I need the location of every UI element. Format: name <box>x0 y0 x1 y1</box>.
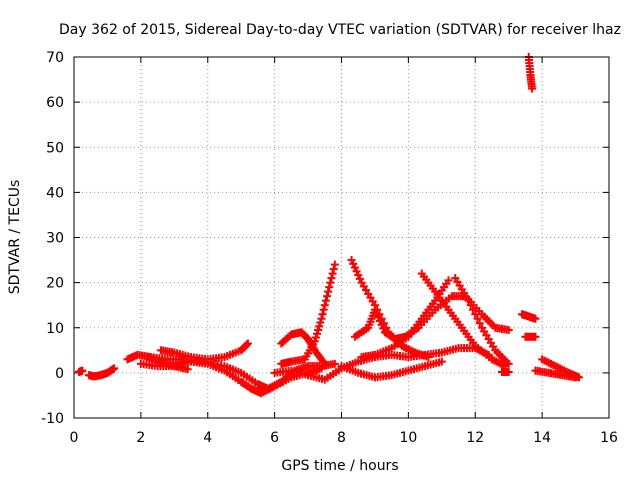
x-tick-label: 16 <box>600 430 618 446</box>
grid <box>74 57 609 418</box>
data-point <box>330 359 339 368</box>
y-tick-label: 70 <box>46 50 64 66</box>
data-point <box>330 260 339 269</box>
data-point <box>531 332 540 341</box>
series-arc-16 <box>498 367 513 376</box>
data-point <box>571 373 580 382</box>
data-point <box>243 339 252 348</box>
x-tick-label: 8 <box>337 430 346 446</box>
y-tick-label: 20 <box>46 276 64 292</box>
series-arc-21 <box>531 366 580 382</box>
data-point <box>424 353 433 362</box>
data-point <box>315 322 324 331</box>
series-arc-14 <box>451 274 513 368</box>
series-arc-06 <box>143 353 192 374</box>
data-point <box>321 296 330 305</box>
data-point <box>318 310 327 319</box>
data-point <box>319 305 328 314</box>
data-point <box>328 269 337 278</box>
data-point <box>316 318 325 327</box>
plot-frame <box>73 56 610 419</box>
x-tick-label: 0 <box>70 430 79 446</box>
series-arc-17 <box>518 310 540 323</box>
data-point <box>242 340 251 349</box>
data-point <box>327 274 336 283</box>
series-arc-10 <box>347 256 433 362</box>
data-point <box>475 319 484 328</box>
x-tick-label: 14 <box>533 430 551 446</box>
data-point <box>466 301 475 310</box>
data-point <box>310 337 319 346</box>
x-tick-label: 10 <box>399 430 417 446</box>
x-tick-label: 6 <box>270 430 279 446</box>
data-point <box>444 276 453 285</box>
series-arc-05 <box>156 339 252 364</box>
data-point <box>320 301 329 310</box>
series-arc-04 <box>136 357 326 398</box>
data-point <box>317 364 326 373</box>
y-tick-label: -10 <box>41 411 64 427</box>
x-tick-label: 4 <box>203 430 212 446</box>
data-point <box>183 365 192 374</box>
y-tick-label: 10 <box>46 321 64 337</box>
data-point <box>471 310 480 319</box>
data-point <box>329 265 338 274</box>
data-point <box>324 287 333 296</box>
series-arc-15 <box>337 357 446 382</box>
y-tick-label: 0 <box>55 366 64 382</box>
data-point <box>325 283 334 292</box>
data-point <box>323 292 332 301</box>
data-point <box>473 314 482 323</box>
chart-title: Day 362 of 2015, Sidereal Day-to-day VTE… <box>59 22 621 38</box>
data-point <box>320 359 329 368</box>
data-point <box>312 329 321 338</box>
data-point <box>504 326 513 335</box>
series-arc-08 <box>277 260 339 368</box>
data-point <box>531 314 540 323</box>
y-tick-label: 60 <box>46 95 64 111</box>
data-point <box>311 333 320 342</box>
data-point <box>110 364 119 373</box>
data-point <box>469 305 478 314</box>
data-point <box>504 359 513 368</box>
data-point <box>528 84 537 93</box>
data-point <box>504 367 513 376</box>
series-arc-18 <box>521 332 540 341</box>
data-point <box>317 314 326 323</box>
axes: 0 2 4 6 8 10 12 14 16 -10 0 10 20 30 40 50 60 70 <box>41 50 618 446</box>
y-tick-label: 40 <box>46 185 64 201</box>
data-point <box>464 296 473 305</box>
data-point <box>78 366 87 375</box>
data-point <box>314 326 323 335</box>
x-tick-label: 12 <box>466 430 484 446</box>
y-tick-label: 30 <box>46 231 64 247</box>
y-tick-label: 50 <box>46 140 64 156</box>
x-axis-label: GPS time / hours <box>281 458 398 474</box>
series-arc-02 <box>85 364 119 381</box>
data-point <box>437 357 446 366</box>
series-arc-01 <box>75 366 87 376</box>
x-tick-label: 2 <box>136 430 145 446</box>
y-axis-label: SDTVAR / TECUs <box>7 180 23 295</box>
series-arc-19 <box>524 53 537 93</box>
data-point <box>326 278 335 287</box>
data-series <box>75 53 583 398</box>
